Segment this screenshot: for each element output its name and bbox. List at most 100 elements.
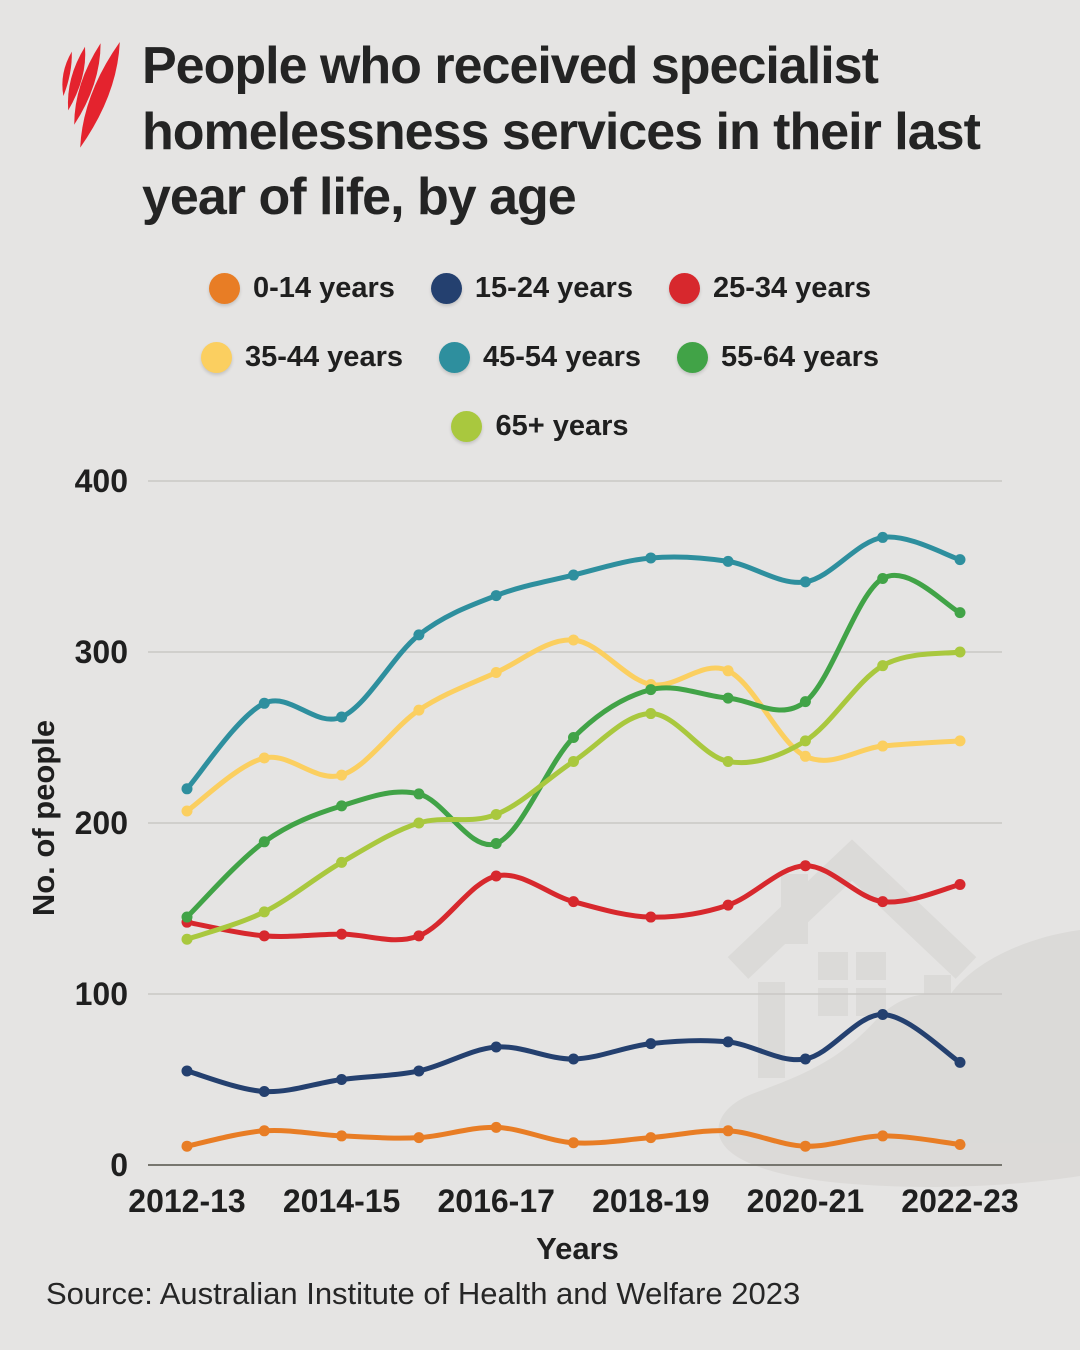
data-point [336, 769, 348, 781]
source-note: Source: Australian Institute of Health a… [46, 1276, 801, 1311]
gridlines [148, 480, 1002, 1166]
x-tick-label: 2022-23 [901, 1183, 1018, 1219]
y-tick-label: 200 [75, 805, 128, 841]
data-point [722, 899, 734, 911]
legend-label: 65+ years [495, 410, 629, 442]
legend-item-55-64-years: 55-64 years [677, 341, 879, 374]
x-tick-label: 2016-17 [437, 1183, 554, 1219]
data-point [181, 933, 193, 945]
data-point [258, 836, 270, 848]
data-point [954, 735, 966, 747]
data-point [490, 590, 502, 602]
data-point [645, 911, 657, 923]
data-point [799, 735, 811, 747]
data-point [258, 930, 270, 942]
legend-dot-icon [677, 342, 709, 373]
legend-row: 0-14 years 15-24 years 25-34 years [0, 272, 1080, 305]
data-point [877, 572, 889, 584]
data-point [258, 1125, 270, 1137]
data-point [413, 1065, 425, 1077]
data-point [799, 576, 811, 588]
data-point [877, 740, 889, 752]
data-point [181, 805, 193, 817]
data-point [181, 783, 193, 795]
data-point [336, 928, 348, 940]
legend-label: 0-14 years [253, 272, 395, 304]
data-point [722, 1036, 734, 1048]
data-point [722, 555, 734, 567]
x-tick-label: 2018-19 [592, 1183, 709, 1219]
series-line [184, 534, 963, 792]
data-point [877, 660, 889, 672]
data-point [181, 911, 193, 923]
data-point [954, 607, 966, 619]
legend-row: 35-44 years 45-54 years 55-64 years [0, 341, 1080, 374]
data-point [490, 1121, 502, 1133]
x-tick-label: 2012-13 [128, 1183, 245, 1219]
data-point [877, 531, 889, 543]
legend-item-15-24-years: 15-24 years [430, 272, 633, 305]
data-point [413, 817, 425, 829]
legend-label: 25-34 years [712, 272, 871, 304]
y-axis-title: No. of people [26, 719, 61, 917]
data-point [413, 629, 425, 641]
legend-label: 35-44 years [244, 341, 403, 373]
house-window [818, 952, 886, 1016]
logo-blade-3 [74, 43, 101, 125]
y-tick-label: 300 [75, 634, 128, 670]
legend-item-35-44-years: 35-44 years [200, 341, 403, 374]
legend-item-0-14-years: 0-14 years [209, 272, 395, 305]
data-point [568, 1137, 579, 1149]
data-point [954, 1138, 966, 1150]
data-point [799, 860, 811, 872]
legend-item-45-54-years: 45-54 years [438, 341, 642, 374]
data-point [568, 896, 579, 908]
logo-blade-4 [80, 42, 120, 148]
data-point [181, 1140, 193, 1152]
data-point [336, 711, 348, 723]
data-point [490, 1041, 502, 1053]
data-point [645, 552, 657, 564]
data-point [568, 732, 579, 743]
data-point [413, 930, 425, 942]
y-tick-label: 400 [75, 463, 128, 499]
data-point [413, 704, 425, 716]
data-point [490, 838, 502, 850]
data-point [799, 1053, 811, 1065]
data-point [722, 755, 734, 767]
data-point [258, 752, 270, 764]
logo-blade-1 [62, 51, 72, 96]
data-point [645, 1038, 657, 1050]
series-line [184, 637, 963, 814]
data-point [490, 870, 502, 882]
data-point [954, 554, 966, 566]
legend-dot-icon [438, 342, 470, 373]
legend-dot-icon [200, 342, 232, 373]
legend-dot-icon [209, 273, 241, 304]
legend-item-65-years: 65+ years [451, 410, 629, 443]
legend-label: 55-64 years [721, 341, 880, 373]
data-point [568, 755, 579, 767]
house-left-wall [758, 982, 785, 1078]
data-point [568, 569, 579, 581]
data-point [645, 1132, 657, 1144]
sbs-logo [62, 42, 120, 148]
data-point [336, 1130, 348, 1142]
y-tick-label: 100 [75, 976, 128, 1012]
data-point [336, 800, 348, 812]
data-point [799, 696, 811, 708]
x-tick-label: 2014-15 [283, 1183, 400, 1219]
data-point [954, 879, 966, 891]
x-tick-label: 2020-21 [747, 1183, 864, 1219]
legend-row: 65+ years [0, 410, 1080, 443]
data-point [568, 634, 579, 646]
logo-blade-2 [67, 46, 86, 111]
legend-label: 45-54 years [482, 341, 642, 373]
data-point [877, 1130, 889, 1142]
data-point [954, 1056, 966, 1068]
data-point [336, 856, 348, 868]
data-point [954, 646, 966, 658]
axis-tick-labels: 0 100 200 300 400 2012-13 2014-15 2016-17 2018-1… [75, 463, 1019, 1219]
data-point [490, 667, 502, 679]
